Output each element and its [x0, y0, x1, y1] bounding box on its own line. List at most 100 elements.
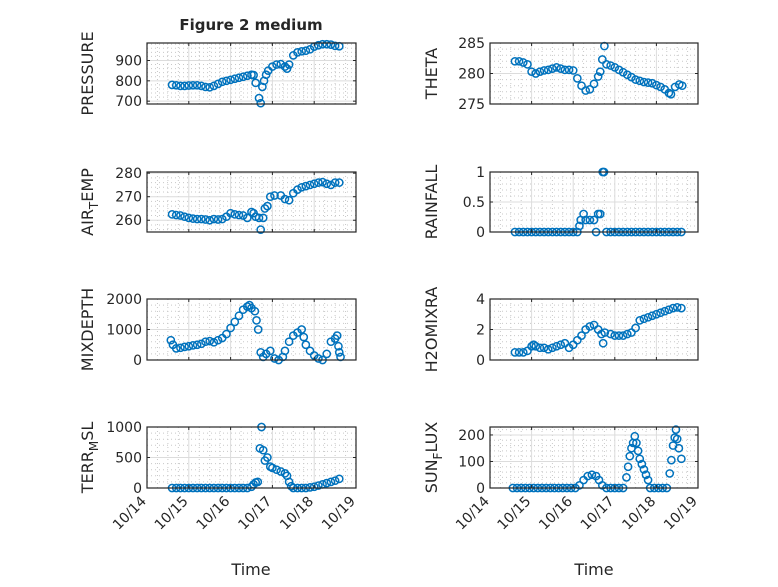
data-point — [226, 75, 235, 85]
subplot-theta: 275 280 285 THETA — [422, 36, 699, 113]
data-point — [297, 325, 307, 334]
y-label-sub: T — [87, 201, 101, 210]
data-point — [585, 322, 595, 331]
data-point — [641, 470, 651, 480]
data-point — [552, 341, 561, 351]
data-point — [568, 66, 578, 75]
x-axis-label-left: Time — [230, 560, 270, 579]
data-point — [527, 67, 536, 77]
data-point — [539, 343, 549, 353]
data-point — [188, 80, 198, 90]
data-point — [222, 76, 231, 86]
y-axis-label: THETA — [422, 48, 441, 100]
data-point — [548, 343, 557, 353]
data-point — [293, 48, 302, 57]
data-point — [230, 74, 240, 84]
data-point — [666, 89, 676, 99]
data-point — [268, 463, 277, 473]
data-point — [176, 343, 185, 353]
data-point — [192, 340, 202, 350]
x-tick-label: 10/15 — [495, 494, 535, 534]
y-tick-label: 260 — [115, 213, 142, 229]
y-axis-label: SUNFLUX — [422, 422, 445, 494]
data-point — [297, 46, 307, 56]
data-point — [652, 309, 661, 319]
subplot-pressure: 700 800 900 PRESSURE — [78, 31, 357, 116]
data-point — [171, 80, 181, 90]
subplot-mixdepth: 0 1000 2000 MIXDEPTH — [78, 288, 357, 371]
y-label-sub: M — [87, 441, 101, 451]
data-point — [573, 74, 582, 83]
data-point — [518, 58, 528, 67]
data-point — [284, 60, 294, 69]
data-point — [238, 211, 248, 220]
data-point — [595, 209, 605, 219]
data-point — [614, 331, 624, 340]
y-tick-label: 2 — [476, 323, 485, 339]
data-point — [280, 194, 290, 204]
y-axis-label: TERRMSL — [78, 422, 101, 495]
data-point — [305, 483, 315, 492]
data-point — [201, 337, 210, 347]
data-point — [581, 215, 591, 225]
subplot-sun: 0 100 200 10/14 10/15 10/16 10/17 10/18 10/19 SUN… — [422, 422, 701, 534]
data-point — [595, 67, 605, 77]
data-point — [625, 451, 635, 461]
data-point — [674, 443, 684, 453]
x-axis-label-right: Time — [573, 560, 613, 579]
y-tick-label: 0 — [476, 353, 485, 369]
data-point — [527, 341, 536, 351]
data-point — [184, 81, 194, 90]
data-point — [643, 312, 653, 322]
data-point — [272, 60, 281, 69]
data-point — [293, 185, 302, 194]
data-point — [330, 41, 340, 51]
data-point — [280, 346, 290, 356]
data-point — [334, 348, 344, 357]
y-axis-label: H2OMIXRA — [422, 287, 441, 373]
data-point — [184, 213, 194, 223]
data-point — [230, 210, 240, 219]
data-point — [265, 346, 275, 356]
data-point — [652, 80, 661, 90]
data-point — [623, 462, 633, 472]
data-point — [587, 470, 597, 480]
x-tick-label: 10/18 — [619, 494, 659, 534]
y-tick-label: 285 — [458, 36, 485, 52]
x-tick-label: 10/16 — [194, 493, 234, 533]
data-point — [598, 338, 608, 348]
y-axis-label: AIRTEMP — [78, 168, 101, 236]
data-point — [622, 473, 631, 482]
data-point — [326, 40, 336, 49]
data-point — [201, 215, 210, 224]
data-point — [330, 178, 340, 187]
data-point — [301, 46, 311, 56]
y-label-rest: SL — [78, 422, 97, 441]
data-point — [606, 61, 615, 70]
data-point — [334, 474, 344, 484]
data-point — [677, 454, 686, 464]
data-point — [268, 62, 277, 71]
data-point — [635, 316, 645, 325]
data-point — [230, 317, 240, 327]
subplot-rainfall: 0 0.5 1 RAINFALL — [422, 165, 699, 241]
data-point — [205, 82, 215, 92]
data-point — [322, 349, 332, 359]
data-point — [322, 478, 332, 488]
data-point — [314, 481, 323, 490]
y-tick-label: 0 — [476, 481, 485, 497]
data-point — [234, 311, 244, 321]
data-point — [660, 306, 670, 316]
data-point — [299, 332, 309, 342]
data-point — [631, 323, 640, 333]
data-point — [217, 77, 227, 87]
y-tick-label: 0 — [133, 481, 142, 497]
data-point — [201, 82, 210, 92]
data-point — [192, 80, 202, 90]
data-point — [256, 348, 266, 357]
data-point — [656, 308, 665, 318]
data-point — [213, 79, 223, 89]
data-point — [263, 453, 272, 462]
y-tick-label: 2000 — [106, 292, 142, 308]
data-point — [322, 39, 332, 49]
